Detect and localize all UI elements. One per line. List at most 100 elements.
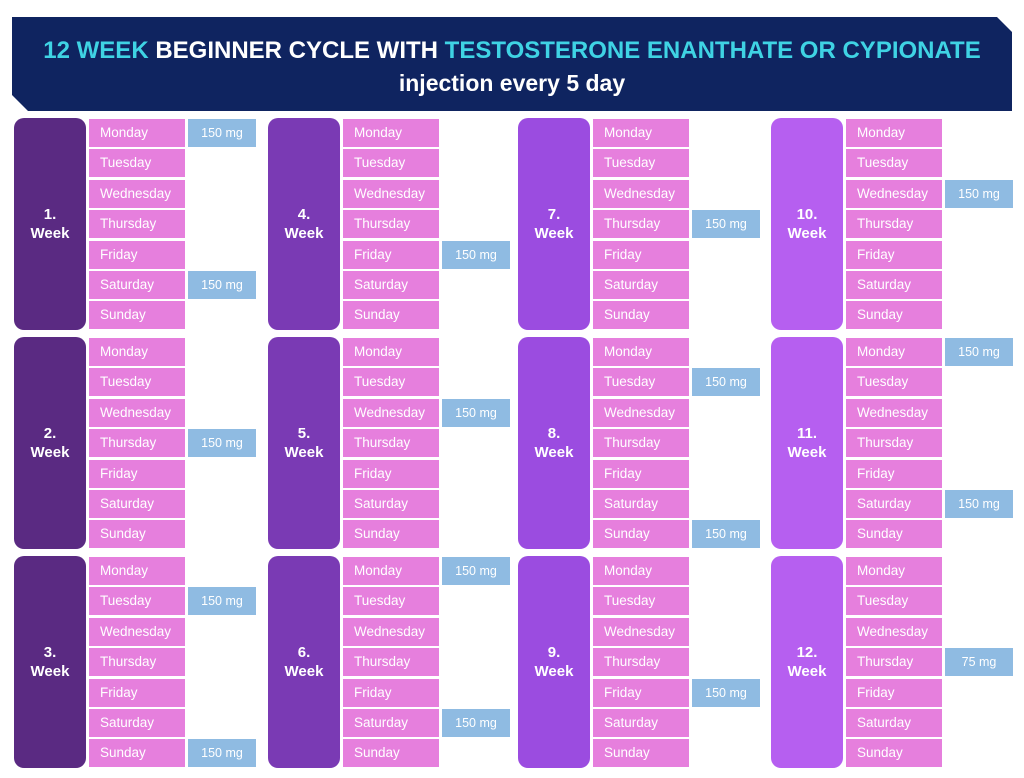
- dose-cell-week6-saturday: 150 mg: [442, 709, 510, 737]
- week-number: 1.: [43, 206, 57, 223]
- week-number: 3.: [43, 644, 57, 661]
- week-label-12: 12. Week: [771, 556, 843, 768]
- day-cell-week5-wednesday: Wednesday: [343, 399, 439, 427]
- week-label-10: 10. Week: [771, 118, 843, 330]
- day-cell-week6-saturday: Saturday: [343, 709, 439, 737]
- day-cell-week8-thursday: Thursday: [593, 429, 689, 457]
- day-cell-week6-sunday: Sunday: [343, 739, 439, 767]
- dose-cell-week11-saturday: 150 mg: [945, 490, 1013, 518]
- day-cell-week11-tuesday: Tuesday: [846, 368, 942, 396]
- day-cell-week9-monday: Monday: [593, 557, 689, 585]
- week-number: 11.: [796, 425, 818, 442]
- day-cell-week2-sunday: Sunday: [89, 520, 185, 548]
- dose-cell-week10-wednesday: 150 mg: [945, 180, 1013, 208]
- week-label-4: 4. Week: [268, 118, 340, 330]
- day-cell-week2-monday: Monday: [89, 338, 185, 366]
- day-cell-week5-tuesday: Tuesday: [343, 368, 439, 396]
- day-cell-week10-sunday: Sunday: [846, 301, 942, 329]
- day-cell-week7-saturday: Saturday: [593, 271, 689, 299]
- day-cell-week10-thursday: Thursday: [846, 210, 942, 238]
- week-word: Week: [30, 663, 70, 680]
- day-cell-week3-sunday: Sunday: [89, 739, 185, 767]
- week-label-7: 7. Week: [518, 118, 590, 330]
- day-cell-week5-sunday: Sunday: [343, 520, 439, 548]
- week-label-5: 5. Week: [268, 337, 340, 549]
- day-cell-week5-saturday: Saturday: [343, 490, 439, 518]
- day-cell-week9-thursday: Thursday: [593, 648, 689, 676]
- day-cell-week1-wednesday: Wednesday: [89, 180, 185, 208]
- day-cell-week8-friday: Friday: [593, 460, 689, 488]
- day-cell-week5-thursday: Thursday: [343, 429, 439, 457]
- week-word: Week: [284, 444, 324, 461]
- dose-cell-week3-sunday: 150 mg: [188, 739, 256, 767]
- day-cell-week5-monday: Monday: [343, 338, 439, 366]
- day-cell-week6-monday: Monday: [343, 557, 439, 585]
- week-number: 7.: [547, 206, 561, 223]
- day-cell-week3-wednesday: Wednesday: [89, 618, 185, 646]
- day-cell-week2-friday: Friday: [89, 460, 185, 488]
- day-cell-week4-monday: Monday: [343, 119, 439, 147]
- week-label-8: 8. Week: [518, 337, 590, 549]
- day-cell-week9-friday: Friday: [593, 679, 689, 707]
- dose-cell-week11-monday: 150 mg: [945, 338, 1013, 366]
- dose-cell-week12-thursday: 75 mg: [945, 648, 1013, 676]
- day-cell-week8-monday: Monday: [593, 338, 689, 366]
- page-subtitle: injection every 5 day: [398, 70, 626, 96]
- day-cell-week10-saturday: Saturday: [846, 271, 942, 299]
- day-cell-week4-wednesday: Wednesday: [343, 180, 439, 208]
- week-word: Week: [534, 444, 574, 461]
- day-cell-week2-saturday: Saturday: [89, 490, 185, 518]
- week-number: 4.: [297, 206, 311, 223]
- dose-cell-week8-sunday: 150 mg: [692, 520, 760, 548]
- day-cell-week2-tuesday: Tuesday: [89, 368, 185, 396]
- day-cell-week4-tuesday: Tuesday: [343, 149, 439, 177]
- day-cell-week7-tuesday: Tuesday: [593, 149, 689, 177]
- week-number: 9.: [547, 644, 561, 661]
- day-cell-week4-friday: Friday: [343, 241, 439, 269]
- title-compound: TESTOSTERONE ENANTHATE OR CYPIONATE: [444, 37, 981, 64]
- week-word: Week: [787, 225, 827, 242]
- week-label-1: 1. Week: [14, 118, 86, 330]
- week-word: Week: [284, 663, 324, 680]
- week-number: 12.: [796, 644, 818, 661]
- day-cell-week7-thursday: Thursday: [593, 210, 689, 238]
- week-word: Week: [284, 225, 324, 242]
- title-weeks: 12 WEEK: [43, 37, 149, 64]
- day-cell-week3-monday: Monday: [89, 557, 185, 585]
- day-cell-week4-sunday: Sunday: [343, 301, 439, 329]
- week-label-9: 9. Week: [518, 556, 590, 768]
- day-cell-week1-friday: Friday: [89, 241, 185, 269]
- day-cell-week10-wednesday: Wednesday: [846, 180, 942, 208]
- day-cell-week12-wednesday: Wednesday: [846, 618, 942, 646]
- week-number: 6.: [297, 644, 311, 661]
- day-cell-week9-sunday: Sunday: [593, 739, 689, 767]
- day-cell-week2-wednesday: Wednesday: [89, 399, 185, 427]
- dose-cell-week6-monday: 150 mg: [442, 557, 510, 585]
- day-cell-week11-sunday: Sunday: [846, 520, 942, 548]
- day-cell-week6-thursday: Thursday: [343, 648, 439, 676]
- day-cell-week12-sunday: Sunday: [846, 739, 942, 767]
- day-cell-week9-wednesday: Wednesday: [593, 618, 689, 646]
- week-word: Week: [30, 225, 70, 242]
- day-cell-week8-sunday: Sunday: [593, 520, 689, 548]
- week-word: Week: [30, 444, 70, 461]
- day-cell-week1-sunday: Sunday: [89, 301, 185, 329]
- day-cell-week8-tuesday: Tuesday: [593, 368, 689, 396]
- day-cell-week7-sunday: Sunday: [593, 301, 689, 329]
- dose-cell-week4-friday: 150 mg: [442, 241, 510, 269]
- day-cell-week11-friday: Friday: [846, 460, 942, 488]
- dose-cell-week1-saturday: 150 mg: [188, 271, 256, 299]
- day-cell-week10-tuesday: Tuesday: [846, 149, 942, 177]
- week-number: 2.: [43, 425, 57, 442]
- week-word: Week: [534, 663, 574, 680]
- dose-cell-week2-thursday: 150 mg: [188, 429, 256, 457]
- day-cell-week3-saturday: Saturday: [89, 709, 185, 737]
- day-cell-week12-monday: Monday: [846, 557, 942, 585]
- day-cell-week8-saturday: Saturday: [593, 490, 689, 518]
- day-cell-week12-tuesday: Tuesday: [846, 587, 942, 615]
- week-number: 10.: [796, 206, 818, 223]
- day-cell-week10-friday: Friday: [846, 241, 942, 269]
- dose-cell-week5-wednesday: 150 mg: [442, 399, 510, 427]
- week-word: Week: [787, 444, 827, 461]
- title-banner: 12 WEEK BEGINNER CYCLE WITH TESTOSTERONE…: [12, 17, 1012, 111]
